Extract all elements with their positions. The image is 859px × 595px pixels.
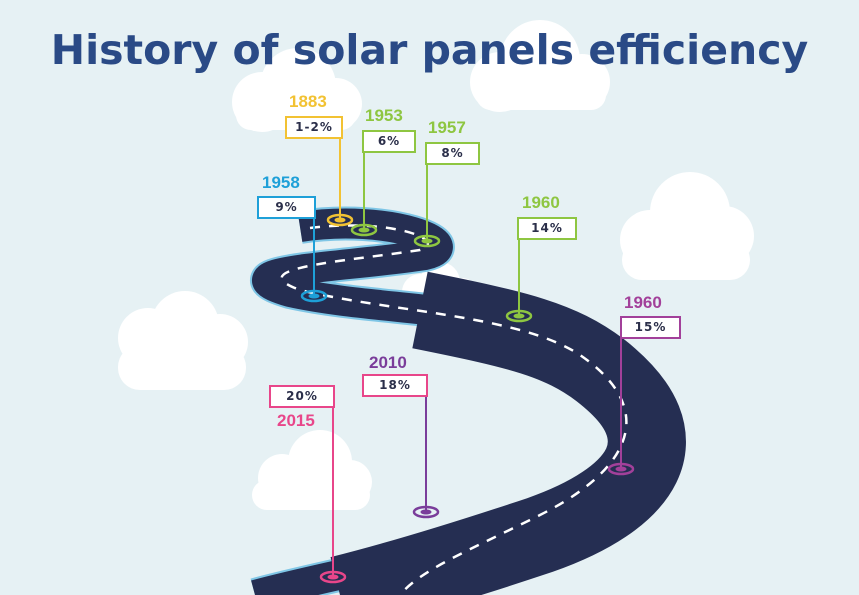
cloud-right [620,172,754,280]
year-label-1953: 1953 [365,106,403,125]
efficiency-box-1960-a: 14% [517,217,577,240]
efficiency-box-1960-b: 15% [620,316,681,339]
efficiency-box-2010: 18% [362,374,428,397]
efficiency-box-2015: 20% [269,385,335,408]
cloud-bottom-left [252,430,372,510]
efficiency-box-1957: 8% [425,142,480,165]
road [249,206,686,595]
efficiency-box-1953: 6% [362,130,416,153]
year-label-1960-b: 1960 [624,293,662,312]
year-label-2015: 2015 [277,411,315,430]
marker-2015 [319,406,347,584]
year-label-1958: 1958 [262,173,300,192]
marker-2010 [412,396,440,519]
efficiency-box-1958: 9% [257,196,316,219]
efficiency-box-1883: 1-2% [285,116,343,139]
year-label-1883: 1883 [289,92,327,111]
marker-1958 [300,217,328,303]
year-label-2010: 2010 [369,353,407,372]
marker-1883 [326,137,354,227]
marker-1953 [350,150,378,237]
year-label-1960-a: 1960 [522,193,560,212]
marker-1960-a [505,239,533,323]
marker-1960-b [607,337,635,476]
page-title: History of solar panels efficiency [50,26,809,74]
cloud-left [118,291,248,390]
marker-1957 [413,162,441,248]
cloud-top-right [470,20,610,112]
year-label-1957: 1957 [428,118,466,137]
markers [300,137,635,584]
